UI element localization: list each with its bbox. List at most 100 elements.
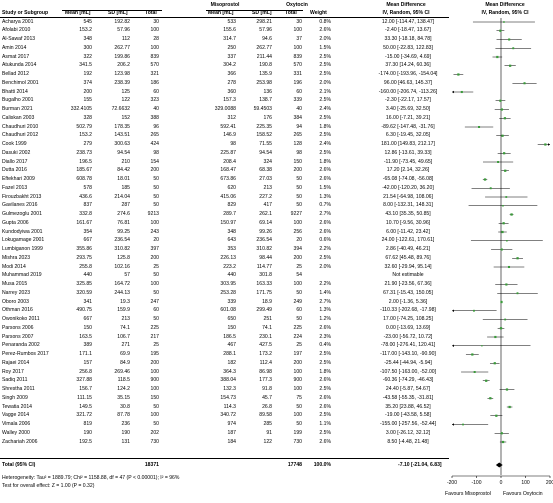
sd2-cell: 299.49	[256, 307, 272, 314]
ci-cell: -65.08 [-74.08, -56.08]	[382, 176, 434, 182]
sd1-cell: 271	[121, 342, 131, 349]
study-name: Vimala 2006	[2, 421, 31, 427]
weight-cell: 2.5%	[319, 53, 331, 60]
overall-effect-text: Test for overall effect: Z = 1.00 (P = 0…	[2, 483, 95, 489]
weight-cell: 2.0%	[319, 263, 331, 270]
mean1-cell: 348	[83, 36, 93, 42]
sd1-cell: 238.39	[114, 79, 130, 86]
sd1-cell: 143.51	[114, 132, 130, 139]
weight-cell: 0.6%	[319, 237, 331, 244]
sd2-cell: 301.8	[259, 272, 272, 279]
mean1-cell: 545	[83, 18, 93, 25]
mean2-cell: 278	[227, 79, 237, 86]
sd2-cell: 91	[266, 429, 272, 436]
effect-box	[501, 134, 504, 137]
x-tick-label: 0	[500, 480, 503, 486]
x-tick-label: 100	[521, 480, 530, 486]
mean1-cell: 332.4105	[70, 106, 92, 112]
mean2-cell: 168.47	[220, 167, 236, 174]
ci-cell: 0.00 [-13.69, 13.69]	[385, 324, 431, 331]
mean1-cell: 156.7	[79, 386, 92, 392]
weight-cell: 2.5%	[319, 412, 331, 419]
sd1-cell: 159.9	[117, 307, 130, 314]
mean1-cell: 837	[83, 202, 93, 209]
total1-cell: 424	[150, 141, 160, 147]
weight-cell: 2.0%	[319, 36, 331, 42]
weight-cell: 2.5%	[319, 132, 331, 139]
sd2-cell: 74.1	[262, 324, 272, 331]
effect-box	[501, 230, 504, 234]
study-name: Chaudhuri 2010	[2, 123, 39, 130]
mean1-cell: 149.5	[79, 403, 92, 410]
total2-cell: 50	[296, 184, 302, 191]
study-name: Owonikoko 2011	[2, 316, 40, 322]
total1-cell: 60	[153, 88, 159, 95]
sd2-cell: 298.21	[256, 18, 272, 25]
mean2-cell: 314.7	[223, 36, 236, 42]
effect-box	[489, 187, 492, 190]
mean2-cell: 303.95	[220, 281, 236, 287]
mean1-cell: 440	[83, 272, 93, 279]
mean2-cell: 440	[227, 272, 237, 279]
mean1-cell: 185.67	[76, 167, 92, 174]
mean2-cell: 467	[227, 342, 237, 349]
mean2-cell: 226.13	[220, 254, 236, 261]
weight-cell: 1.1%	[319, 421, 331, 427]
total1-cell: 839	[150, 53, 160, 60]
total2-cell: 75	[296, 394, 302, 401]
mean2-cell: 388.04	[220, 377, 236, 384]
mean2-cell: 208.4	[223, 158, 236, 165]
sd2-cell: 91.8	[262, 386, 272, 392]
mean2-cell: 157.3	[223, 97, 236, 104]
total-n2: 17748	[287, 462, 302, 468]
ci-cell: 50.00 [-22.83, 122.83]	[383, 44, 433, 51]
total2-cell: 50	[296, 403, 302, 410]
study-name: Othman 2016	[2, 307, 33, 314]
mean1-cell: 111.15	[77, 394, 92, 401]
ci-cell: 17.00 [-74.25, 108.25]	[383, 316, 433, 322]
effect-box	[505, 283, 508, 286]
study-name: Dasuki 2002	[2, 149, 31, 156]
sd1-cell: 152	[121, 114, 131, 121]
effect-box	[500, 432, 503, 435]
mean2-cell: 184	[227, 438, 237, 445]
sd2-cell: 45.7	[262, 394, 272, 401]
study-name: Gupta 2006	[2, 219, 29, 226]
col-mean2: Mean [mL]	[208, 10, 234, 16]
mean1-cell: 190	[83, 429, 93, 436]
total1-cell: 100	[150, 368, 160, 375]
mean1-cell: 293.75	[76, 254, 92, 261]
mean2-cell: 225.87	[220, 149, 236, 156]
col-sd1: SD [mL]	[108, 10, 128, 16]
ci-arrow-left	[452, 344, 454, 347]
mean1-cell: 321.72	[76, 412, 92, 419]
mean1-cell: 354	[83, 228, 93, 235]
sd2-cell: 18.9	[262, 298, 272, 305]
weight-cell: 2.6%	[319, 377, 331, 384]
total-label: Total (95% CI)	[2, 462, 36, 468]
sd2-cell: 171.75	[256, 289, 272, 296]
total1-cell: 321	[150, 71, 160, 77]
sd2-cell: 190.8	[259, 62, 272, 69]
weight-cell: 1.3%	[319, 307, 331, 314]
ci-cell: 6.30 [-19.45, 32.05]	[385, 132, 431, 139]
total1-cell: 50	[153, 176, 159, 182]
study-name: Burman 2021	[2, 106, 33, 112]
effect-box	[501, 440, 505, 444]
ci-cell: 2.00 [-1.36, 5.36]	[388, 298, 428, 305]
total2-cell: 900	[293, 377, 303, 384]
study-name: Gulmezoglu 2001	[2, 211, 42, 217]
study-name: Al-Sawaf 2013	[2, 36, 36, 42]
study-name: Eftekhari 2009	[2, 176, 35, 182]
mean2-cell: 366	[227, 71, 237, 77]
total1-cell: 202	[150, 429, 160, 436]
weight-cell: 2.5%	[319, 386, 331, 392]
sd1-cell: 69.9	[120, 351, 130, 357]
total2-cell: 199	[293, 429, 303, 436]
mean1-cell: 200	[83, 88, 93, 95]
total1-cell: 50	[153, 316, 159, 322]
total1-cell: 243	[150, 228, 160, 235]
sd2-cell: 71.55	[259, 141, 272, 147]
total2-cell: 100	[293, 368, 303, 375]
study-name: Lumbiganon 1999	[2, 246, 43, 252]
